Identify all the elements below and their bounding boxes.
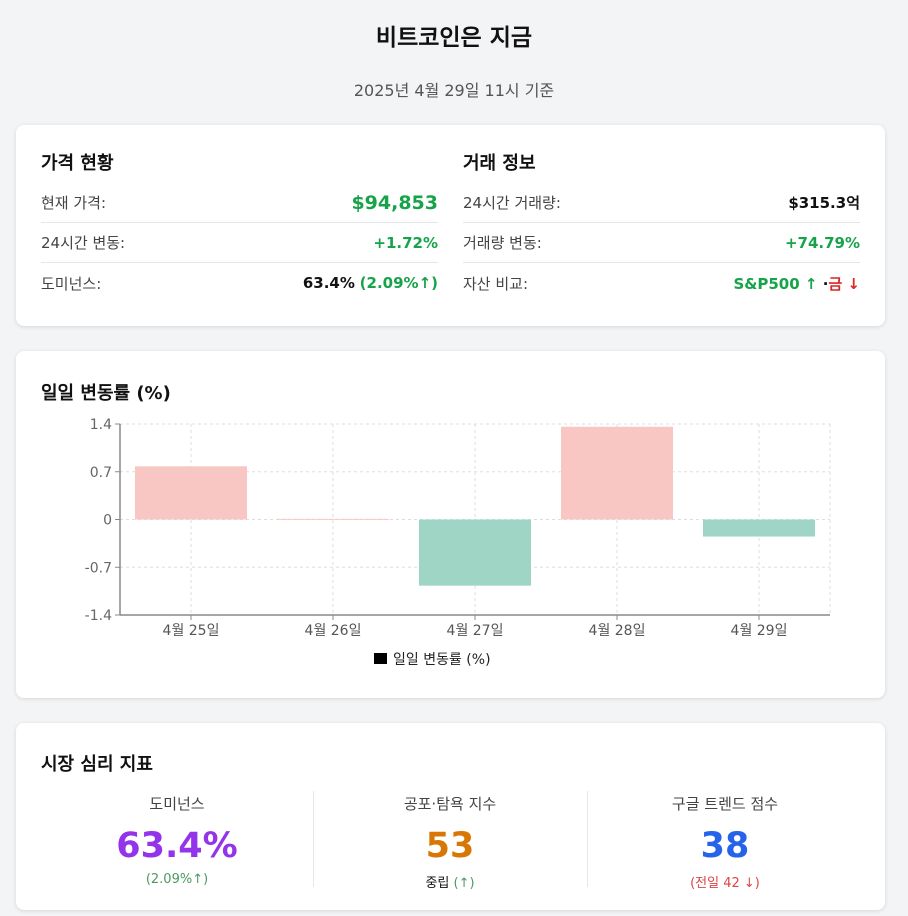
y-tick-label: 0 — [103, 513, 112, 529]
daily-change-chart: 1.4 0.7 0 -0.7 -1.4 4월 25일 4월 26일 4월 27일 4월 28일 4… — [85, 417, 831, 668]
chart-heading: 일일 변동률 (%) — [41, 383, 171, 404]
metric-sub: (↑) — [453, 876, 475, 891]
chart-card: 일일 변동률 (%) 1.4 0.7 0 -0.7 -1.4 4월 25일 4월 26일 4월… — [16, 351, 885, 698]
x-tick-label: 4월 26일 — [305, 623, 362, 639]
bar — [135, 466, 247, 520]
metric-label: 공포·탐욕 지수 — [403, 795, 497, 813]
trade-heading: 거래 정보 — [463, 153, 536, 174]
sp500-compare: S&P500 ↑ — [733, 274, 818, 293]
metric-value: 63.4% — [116, 826, 238, 866]
divider — [313, 791, 314, 887]
separator: · — [822, 274, 829, 293]
volume-change: +74.79% — [784, 233, 860, 252]
sentiment-heading: 시장 심리 지표 — [41, 754, 153, 775]
row-label: 24시간 거래량: — [463, 194, 561, 212]
price-row: 현재 가격: $94,853 — [41, 183, 438, 223]
metric-sub-main: 중립 — [425, 876, 450, 891]
row-label: 24시간 변동: — [41, 234, 126, 252]
price-section: 가격 현황 현재 가격: $94,853 24시간 변동: +1.72% 도미넌스:… — [41, 149, 438, 303]
volume-change-row: 거래량 변동: +74.79% — [463, 223, 860, 263]
metric-dominance: 도미넌스 63.4% (2.09%↑) — [32, 793, 322, 887]
change-row: 24시간 변동: +1.72% — [41, 223, 438, 263]
current-price: $94,853 — [351, 191, 438, 214]
x-tick-label: 4월 25일 — [163, 623, 220, 639]
legend-swatch — [374, 653, 387, 664]
y-tick-label: -1.4 — [85, 608, 112, 624]
metric-value: 38 — [700, 826, 750, 866]
x-tick-label: 4월 29일 — [731, 623, 788, 639]
legend-label: 일일 변동률 (%) — [393, 652, 491, 668]
change-24h: +1.72% — [373, 233, 438, 252]
dominance-change: (2.09%↑) — [359, 274, 438, 292]
y-tick-label: 0.7 — [90, 465, 112, 481]
metric-label: 구글 트렌드 점수 — [671, 795, 779, 813]
summary-card: 가격 현황 현재 가격: $94,853 24시간 변동: +1.72% 도미넌스:… — [16, 125, 885, 326]
row-label: 거래량 변동: — [463, 234, 542, 252]
metric-value: 53 — [425, 826, 475, 866]
asset-compare-row: 자산 비교: S&P500 ↑ ·금 ↓ — [463, 263, 860, 303]
metric-label: 도미넌스 — [149, 795, 205, 813]
gold-compare: 금 ↓ — [828, 274, 860, 293]
metric-sub: (전일 42 ↓) — [690, 876, 760, 891]
x-tick-label: 4월 28일 — [589, 623, 646, 639]
trade-section: 거래 정보 24시간 거래량: $315.3억 거래량 변동: +74.79% 자산… — [463, 149, 860, 303]
metric-sub: (2.09%↑) — [145, 872, 209, 887]
metric-google-trends: 구글 트렌드 점수 38 (전일 42 ↓) — [580, 793, 870, 891]
row-label: 자산 비교: — [463, 274, 529, 293]
timestamp-subtitle: 2025년 4월 29일 11시 기준 — [353, 81, 555, 100]
row-label: 현재 가격: — [41, 194, 107, 212]
page-title: 비트코인은 지금 — [375, 25, 533, 51]
volume-row: 24시간 거래량: $315.3억 — [463, 183, 860, 223]
dominance-row: 도미넌스: 63.4% (2.09%↑) — [41, 263, 438, 303]
price-heading: 가격 현황 — [41, 153, 114, 174]
bar — [561, 426, 673, 520]
dominance-value: 63.4% — [302, 274, 355, 292]
y-tick-label: 1.4 — [90, 417, 112, 433]
bar — [703, 519, 815, 537]
metric-fear-greed: 공포·탐욕 지수 53 중립 (↑) — [305, 793, 595, 891]
y-tick-label: -0.7 — [85, 560, 112, 576]
bar — [419, 519, 531, 586]
x-tick-label: 4월 27일 — [447, 623, 504, 639]
sentiment-card: 시장 심리 지표 도미넌스 63.4% (2.09%↑) 공포·탐욕 지수 53… — [16, 723, 885, 910]
divider — [587, 791, 588, 887]
row-label: 도미넌스: — [41, 274, 102, 293]
bar — [277, 518, 389, 520]
volume-value: $315.3억 — [788, 194, 860, 212]
